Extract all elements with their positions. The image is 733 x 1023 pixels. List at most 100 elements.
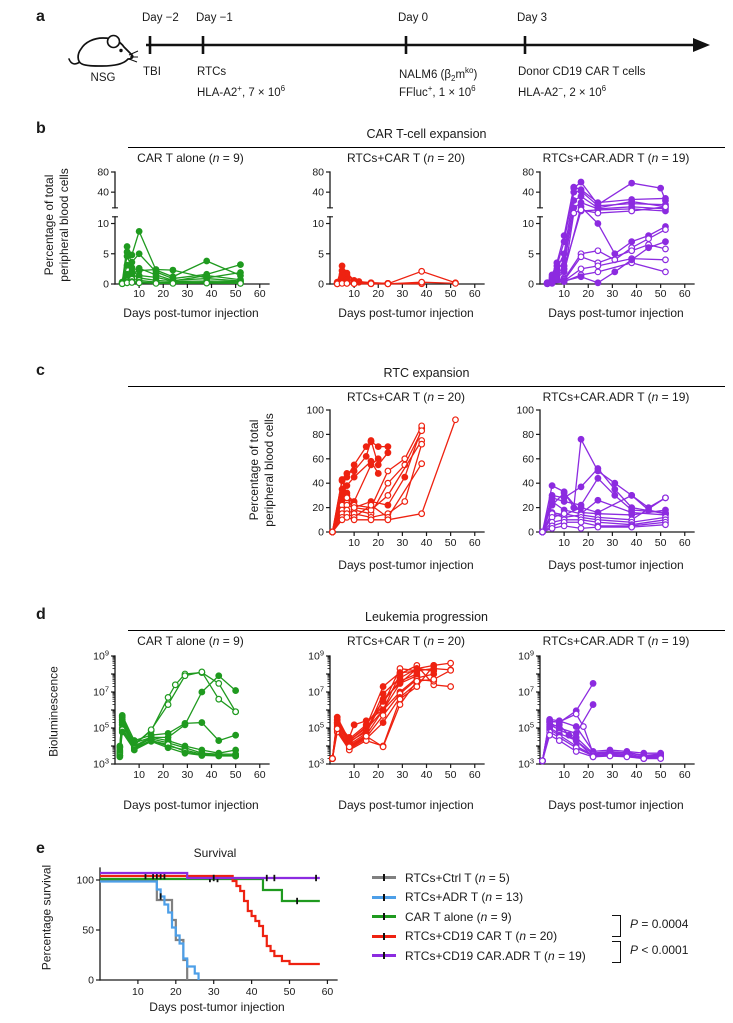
survival-legend: RTCs+Ctrl T (n = 5) RTCs+ADR T (n = 13) … <box>372 868 586 966</box>
mouse-strain-label: NSG <box>90 72 116 84</box>
svg-text:20: 20 <box>170 986 182 998</box>
svg-text:60: 60 <box>522 453 534 465</box>
svg-text:30: 30 <box>397 537 409 549</box>
svg-text:109: 109 <box>518 649 534 663</box>
section-title-d: Leukemia progression <box>365 610 488 624</box>
chart-b2: 0 5 10 40 80 10 20 30 40 50 60 <box>312 167 485 300</box>
svg-text:103: 103 <box>518 757 534 771</box>
section-title-c: RTC expansion <box>383 366 470 380</box>
svg-text:30: 30 <box>397 769 409 781</box>
svg-text:40: 40 <box>206 769 218 781</box>
chart-survival: 0 50 100 10 20 30 40 50 60 <box>76 867 338 998</box>
svg-text:10: 10 <box>97 218 109 230</box>
x-axis-label: Days post-tumor injection <box>338 306 474 320</box>
svg-text:30: 30 <box>397 288 409 300</box>
legend-label: CAR T alone (n = 9) <box>405 909 512 924</box>
y-axis-label-c: Percentage of total peripheral blood cel… <box>247 413 276 527</box>
svg-text:30: 30 <box>208 986 220 998</box>
svg-text:107: 107 <box>308 685 324 699</box>
svg-text:10: 10 <box>132 986 144 998</box>
chart-d1: 103 105 107 109 10 20 30 40 50 60 <box>93 649 270 781</box>
event-name: RTCs <box>197 66 227 78</box>
svg-text:0: 0 <box>528 279 534 291</box>
panel-label-a: a <box>36 8 45 25</box>
svg-text:10: 10 <box>522 218 534 230</box>
svg-text:60: 60 <box>469 769 481 781</box>
svg-text:20: 20 <box>157 288 169 300</box>
chart-b3: 0 5 10 40 80 10 20 30 40 50 60 <box>522 167 695 300</box>
svg-text:60: 60 <box>679 288 691 300</box>
svg-text:40: 40 <box>246 986 258 998</box>
chart-c2: 0 20 40 60 80 100 10 20 30 40 50 60 <box>516 405 695 549</box>
svg-text:30: 30 <box>607 769 619 781</box>
svg-text:10: 10 <box>348 537 360 549</box>
svg-text:103: 103 <box>308 757 324 771</box>
svg-text:105: 105 <box>308 721 324 735</box>
svg-text:0: 0 <box>528 527 534 539</box>
chart-title-b3: RTCs+CAR.ADR T (n = 19) <box>542 151 690 165</box>
event-name: Donor CD19 CAR T cells <box>518 66 646 78</box>
section-rule-d <box>128 630 725 631</box>
svg-text:80: 80 <box>522 167 534 179</box>
svg-text:100: 100 <box>76 875 94 887</box>
p-value-bracket <box>612 915 621 937</box>
svg-text:109: 109 <box>308 649 324 663</box>
censor-tick-icon <box>383 952 386 960</box>
svg-text:5: 5 <box>528 248 534 260</box>
p-value-bracket <box>612 941 621 963</box>
svg-text:40: 40 <box>421 769 433 781</box>
svg-text:40: 40 <box>631 288 643 300</box>
svg-text:40: 40 <box>631 537 643 549</box>
chart-d2: 103 105 107 109 10 20 30 40 50 60 <box>308 649 485 781</box>
legend-row: RTCs+CD19 CAR.ADR T (n = 19) <box>372 946 586 966</box>
svg-text:50: 50 <box>655 288 667 300</box>
legend-line-marker <box>372 893 396 901</box>
x-axis-label: Days post-tumor injection <box>338 558 474 572</box>
svg-text:40: 40 <box>421 288 433 300</box>
svg-text:20: 20 <box>582 288 594 300</box>
chart-title-c1: RTCs+CAR T (n = 20) <box>346 390 466 404</box>
chart-title-b1: CAR T alone (n = 9) <box>137 151 244 165</box>
svg-text:50: 50 <box>655 769 667 781</box>
svg-text:100: 100 <box>516 405 534 417</box>
svg-text:50: 50 <box>82 925 94 937</box>
svg-text:5: 5 <box>103 248 109 260</box>
legend-row: CAR T alone (n = 9) <box>372 907 586 927</box>
mouse-icon <box>68 34 139 67</box>
chart-c1: 0 20 40 60 80 100 10 20 30 40 50 60 <box>306 405 485 549</box>
legend-row: RTCs+CD19 CAR T (n = 20) <box>372 927 586 947</box>
legend-row: RTCs+Ctrl T (n = 5) <box>372 868 586 888</box>
svg-text:10: 10 <box>133 769 145 781</box>
svg-text:50: 50 <box>230 769 242 781</box>
svg-text:40: 40 <box>522 478 534 490</box>
legend-line-marker <box>372 952 396 960</box>
legend-line-marker <box>372 932 396 940</box>
svg-text:60: 60 <box>254 288 266 300</box>
chart-title-d1: CAR T alone (n = 9) <box>137 634 244 648</box>
svg-text:105: 105 <box>518 721 534 735</box>
svg-text:100: 100 <box>306 405 324 417</box>
svg-text:10: 10 <box>312 218 324 230</box>
svg-text:50: 50 <box>655 537 667 549</box>
svg-text:40: 40 <box>631 769 643 781</box>
svg-text:0: 0 <box>318 527 324 539</box>
svg-text:20: 20 <box>372 537 384 549</box>
timeline-arrow <box>146 36 710 54</box>
y-axis-label-b: Percentage of total peripheral blood cel… <box>42 168 71 282</box>
chart-title-d2: RTCs+CAR T (n = 20) <box>346 634 466 648</box>
svg-text:20: 20 <box>372 769 384 781</box>
panel-label-e: e <box>36 840 45 857</box>
p-value-label: P = 0.0004 <box>630 917 689 931</box>
event-detail: HLA-A2−, 2 × 106 <box>518 84 607 99</box>
day-label: Day −1 <box>196 12 233 24</box>
censor-tick-icon <box>383 913 386 921</box>
panel-label-d: d <box>36 606 46 623</box>
svg-text:60: 60 <box>469 537 481 549</box>
svg-text:30: 30 <box>182 288 194 300</box>
svg-text:10: 10 <box>558 769 570 781</box>
svg-text:50: 50 <box>284 986 296 998</box>
section-rule-c <box>128 386 725 387</box>
chart-d3: 103 105 107 109 10 20 30 40 50 60 <box>518 649 695 781</box>
section-rule-b <box>128 147 725 148</box>
svg-text:50: 50 <box>445 769 457 781</box>
